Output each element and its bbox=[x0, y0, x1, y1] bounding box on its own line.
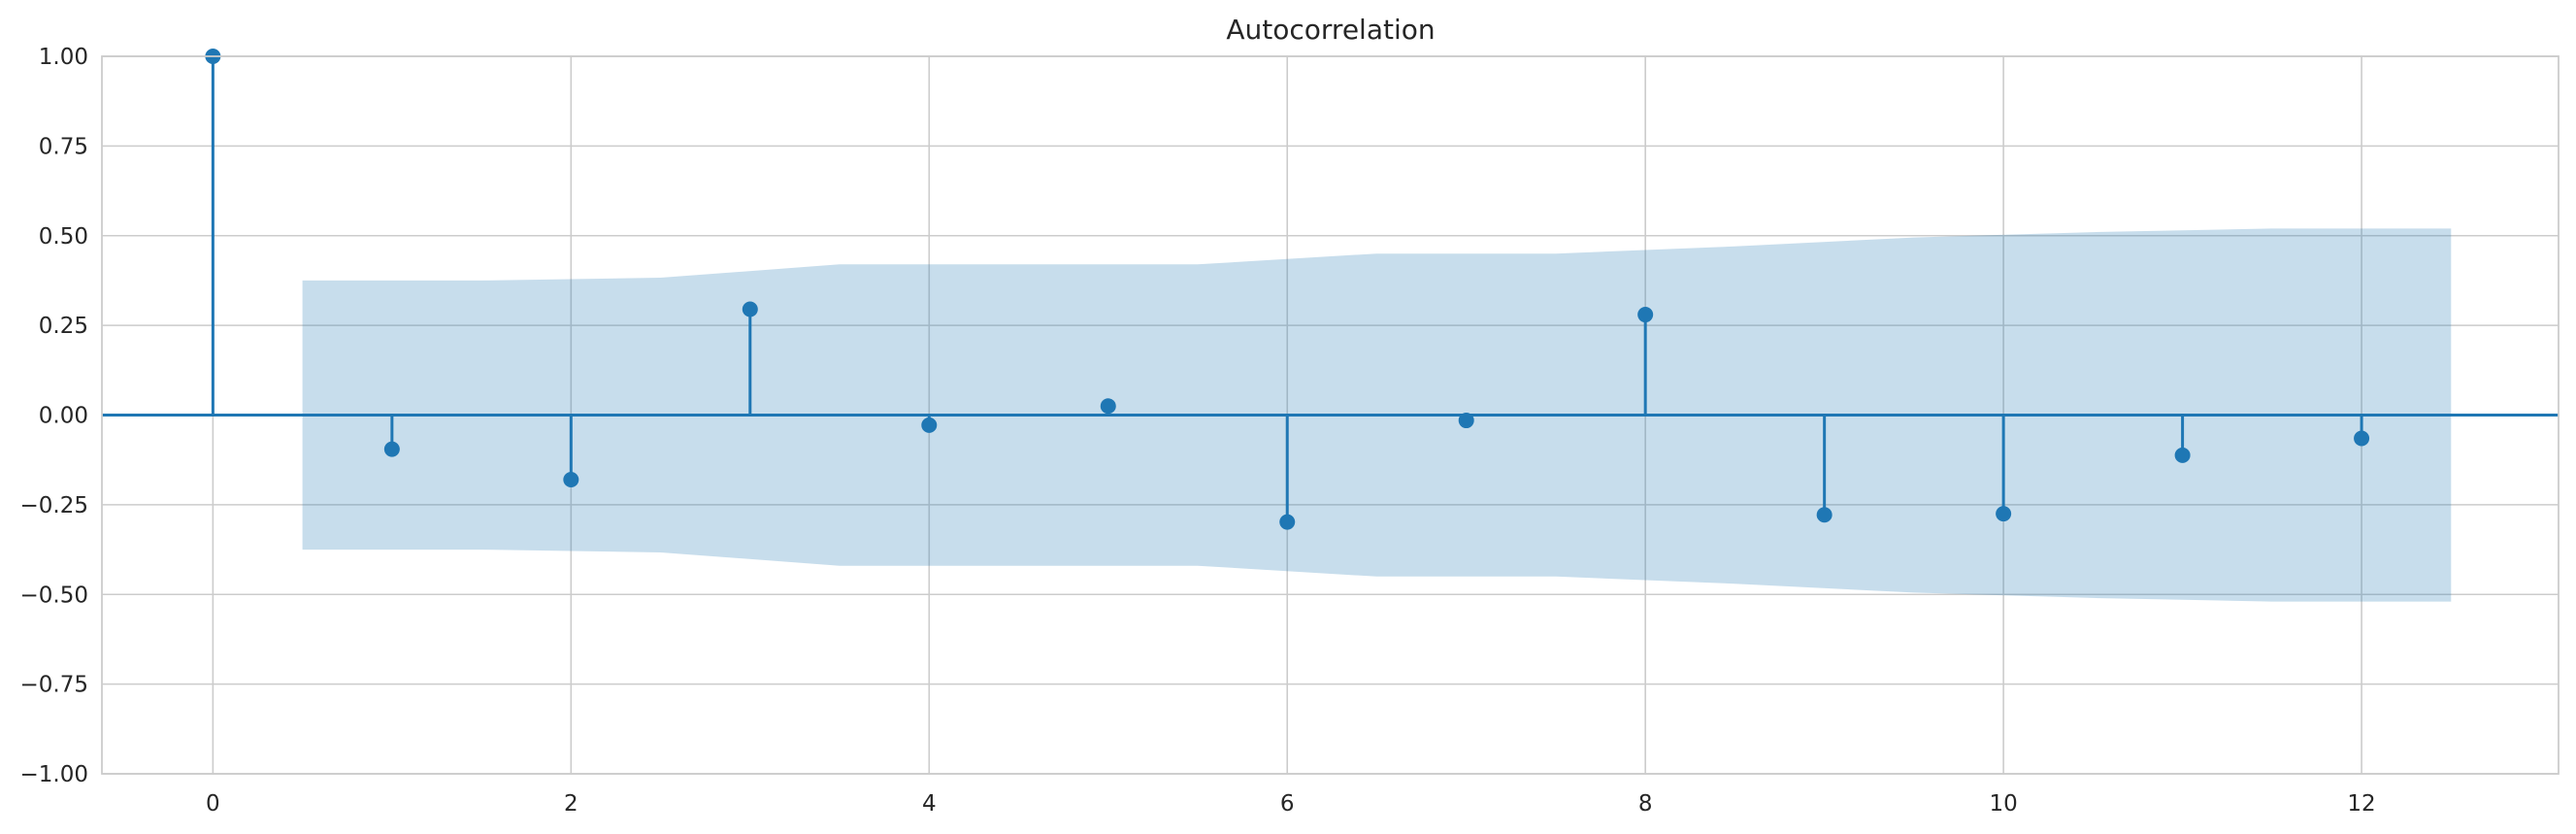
stem-marker bbox=[563, 472, 579, 488]
stem-marker bbox=[1100, 398, 1116, 415]
stem-marker bbox=[383, 441, 400, 457]
x-tick-label: 8 bbox=[1638, 791, 1653, 817]
stem-series bbox=[205, 49, 2370, 530]
stem-marker bbox=[2174, 447, 2191, 463]
chart-title: Autocorrelation bbox=[1226, 14, 1435, 46]
x-tick-label: 0 bbox=[206, 791, 220, 817]
axes-border bbox=[101, 55, 2559, 775]
y-tick-label: 0.25 bbox=[39, 314, 88, 339]
y-tick-label: 0.75 bbox=[39, 134, 88, 159]
y-tick-label: −0.50 bbox=[20, 583, 88, 608]
y-tick-label: −0.25 bbox=[20, 493, 88, 518]
y-axis-ticks: 1.00 0.75 0.50 0.25 0.00 −0.25 −0.50 −0.75 −1.00 bbox=[20, 45, 88, 787]
x-axis-ticks: 0 2 4 6 8 10 12 bbox=[206, 791, 2376, 817]
x-tick-label: 10 bbox=[1989, 791, 2017, 817]
stem-marker bbox=[1279, 514, 1296, 530]
stem-marker bbox=[1637, 307, 1654, 323]
axes-frame bbox=[101, 55, 2559, 775]
stem-marker bbox=[2354, 430, 2370, 447]
x-tick-label: 2 bbox=[564, 791, 578, 817]
y-tick-label: 1.00 bbox=[39, 45, 88, 70]
stem-marker bbox=[1996, 506, 2012, 522]
x-tick-label: 12 bbox=[2347, 791, 2375, 817]
y-tick-label: −1.00 bbox=[20, 762, 88, 787]
x-tick-label: 6 bbox=[1280, 791, 1295, 817]
stem-marker bbox=[921, 417, 938, 433]
y-tick-label: 0.00 bbox=[39, 404, 88, 429]
stem-marker bbox=[1816, 507, 1833, 523]
x-tick-label: 4 bbox=[922, 791, 937, 817]
stem-marker bbox=[1458, 413, 1474, 429]
stem-marker bbox=[742, 301, 758, 317]
y-tick-label: −0.75 bbox=[20, 673, 88, 698]
y-tick-label: 0.50 bbox=[39, 224, 88, 250]
